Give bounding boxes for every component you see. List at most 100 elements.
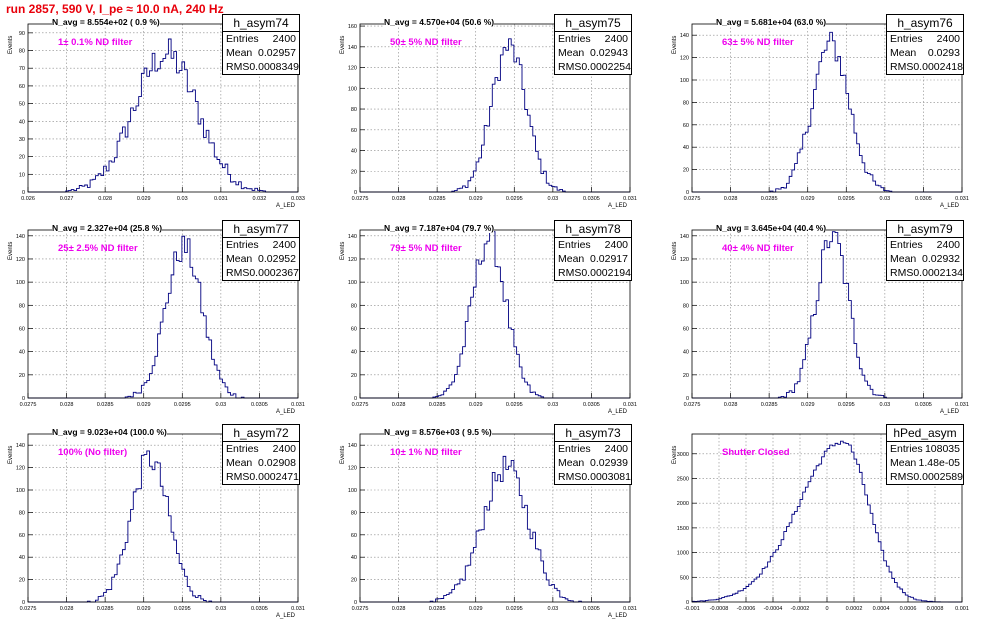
histogram-panel-h_asym75: 0.0275 0.028 0.0285 0.029 0.0295 0.03 0.0305 0.… bbox=[332, 12, 662, 219]
y-tick-label: 60 bbox=[19, 326, 25, 332]
n-avg-label: N_avg = 4.570e+04 (50.6 %) bbox=[384, 17, 495, 27]
x-tick-label: 0.029 bbox=[801, 402, 815, 408]
x-tick-label: -0.0002 bbox=[791, 606, 810, 612]
stats-row-rms: RMS 0.0003081 bbox=[555, 470, 631, 484]
stats-value: 0.02943 bbox=[590, 47, 628, 59]
y-tick-label: 40 bbox=[351, 149, 357, 155]
plot-frame bbox=[359, 229, 631, 399]
y-axis-label: Events bbox=[340, 241, 346, 260]
x-tick-label: 0.028 bbox=[392, 196, 406, 202]
x-tick-label: 0.0295 bbox=[506, 196, 523, 202]
y-tick-label: 160 bbox=[348, 24, 357, 30]
y-tick-label: 2000 bbox=[677, 501, 689, 507]
x-tick-label: 0.0305 bbox=[915, 402, 932, 408]
x-tick-label: 0.03 bbox=[215, 402, 226, 408]
histogram-panel-h_asym77: 0.0275 0.028 0.0285 0.029 0.0295 0.03 0.0305 0.… bbox=[0, 218, 330, 425]
stats-row-rms: RMS 0.0002589 bbox=[887, 470, 963, 484]
stats-label: RMS bbox=[890, 471, 914, 483]
y-tick-label: 20 bbox=[19, 155, 25, 161]
x-tick-label: 0.028 bbox=[60, 606, 74, 612]
x-tick-label: 0.031 bbox=[291, 606, 305, 612]
stats-row-mean: Mean 0.02952 bbox=[223, 252, 299, 266]
stats-row-mean: Mean 0.02908 bbox=[223, 456, 299, 470]
plot-frame bbox=[27, 229, 299, 399]
x-tick-label: 0.029 bbox=[469, 402, 483, 408]
histogram-panel-hPed_asym: -0.001 -0.0008 -0.0006 -0.0004 -0.0002 0 0.000… bbox=[664, 422, 994, 629]
x-tick-label: 0.031 bbox=[623, 606, 637, 612]
y-tick-label: 60 bbox=[19, 533, 25, 539]
x-tick-label: 0.0002 bbox=[846, 606, 863, 612]
y-tick-label: 0 bbox=[686, 396, 689, 402]
x-tick-label: 0.031 bbox=[291, 402, 305, 408]
x-tick-label: 0.0006 bbox=[900, 606, 917, 612]
stats-row-mean: Mean 0.0293 bbox=[887, 46, 963, 60]
y-tick-label: 120 bbox=[16, 257, 25, 263]
x-tick-label: 0.03 bbox=[547, 196, 558, 202]
histogram-plot: 0.0275 0.028 0.0285 0.029 0.0295 0.03 0.0305 0.… bbox=[16, 433, 305, 612]
x-tick-label: 0.033 bbox=[291, 196, 305, 202]
x-tick-label: 0.029 bbox=[137, 606, 151, 612]
x-tick-label: 0.031 bbox=[955, 402, 969, 408]
stats-label: RMS bbox=[558, 61, 582, 73]
histogram-name: h_asym79 bbox=[887, 221, 963, 238]
stats-row-entries: Entries 2400 bbox=[555, 32, 631, 46]
stats-value: 2400 bbox=[936, 239, 960, 251]
y-tick-label: 0 bbox=[354, 600, 357, 606]
x-tick-label: 0.0275 bbox=[352, 606, 369, 612]
stats-row-mean: Mean 0.02939 bbox=[555, 456, 631, 470]
stats-row-rms: RMS 0.0002471 bbox=[223, 470, 299, 484]
stats-value: 0.0002589 bbox=[913, 471, 963, 483]
y-tick-label: 70 bbox=[19, 66, 25, 72]
y-tick-label: 40 bbox=[683, 145, 689, 151]
y-tick-label: 0 bbox=[22, 396, 25, 402]
stats-label: Entries bbox=[890, 33, 923, 45]
stats-value: 0.0002134 bbox=[913, 267, 963, 279]
stats-label: Mean bbox=[890, 47, 917, 59]
filter-label: 50± 5% ND filter bbox=[390, 37, 462, 48]
y-axis-label: Events bbox=[672, 241, 678, 260]
stats-label: Mean bbox=[226, 253, 253, 265]
y-tick-label: 100 bbox=[348, 488, 357, 494]
x-tick-label: 0.031 bbox=[623, 196, 637, 202]
x-tick-label: -0.0006 bbox=[737, 606, 756, 612]
y-tick-label: 1500 bbox=[677, 526, 689, 532]
x-tick-label: 0.0305 bbox=[915, 196, 932, 202]
y-tick-label: 40 bbox=[19, 119, 25, 125]
stats-row-rms: RMS 0.0002418 bbox=[887, 60, 963, 74]
x-tick-label: 0.0295 bbox=[174, 606, 191, 612]
y-tick-label: 20 bbox=[351, 169, 357, 175]
x-tick-label: 0.0285 bbox=[429, 196, 446, 202]
filter-label: Shutter Closed bbox=[722, 447, 790, 458]
y-axis-label: Events bbox=[672, 445, 678, 464]
plot-frame bbox=[691, 23, 963, 193]
x-axis-label: A_LED bbox=[276, 203, 296, 209]
n-avg-label: N_avg = 9.023e+04 (100.0 %) bbox=[52, 427, 167, 437]
filter-label: 1± 0.1% ND filter bbox=[58, 37, 133, 48]
x-axis-label: A_LED bbox=[608, 613, 628, 619]
y-tick-label: 40 bbox=[19, 555, 25, 561]
y-tick-label: 20 bbox=[683, 168, 689, 174]
y-tick-label: 20 bbox=[683, 373, 689, 379]
x-tick-label: 0.031 bbox=[955, 196, 969, 202]
y-tick-label: 140 bbox=[680, 33, 689, 39]
histogram-name: h_asym75 bbox=[555, 15, 631, 32]
filter-label: 79± 5% ND filter bbox=[390, 243, 462, 254]
histogram-panel-h_asym73: 0.0275 0.028 0.0285 0.029 0.0295 0.03 0.0305 0.… bbox=[332, 422, 662, 629]
plot-frame bbox=[691, 433, 963, 603]
y-tick-label: 140 bbox=[16, 234, 25, 240]
y-tick-label: 80 bbox=[351, 107, 357, 113]
x-axis-label: A_LED bbox=[608, 203, 628, 209]
x-tick-label: 0.028 bbox=[392, 402, 406, 408]
x-tick-label: 0.0295 bbox=[506, 402, 523, 408]
stats-value: 2400 bbox=[272, 33, 296, 45]
stats-value: 0.0002254 bbox=[581, 61, 631, 73]
stats-value: 2400 bbox=[272, 239, 296, 251]
x-tick-label: 0 bbox=[825, 606, 828, 612]
x-tick-label: 0.03 bbox=[879, 196, 890, 202]
histogram-name: h_asym72 bbox=[223, 425, 299, 442]
x-tick-label: 0.0305 bbox=[583, 606, 600, 612]
y-tick-label: 30 bbox=[19, 137, 25, 143]
stats-row-mean: Mean 0.02932 bbox=[887, 252, 963, 266]
stats-box: h_asym78 Entries 2400 Mean 0.02917 RMS 0.00021… bbox=[554, 220, 632, 281]
x-tick-label: 0.029 bbox=[469, 606, 483, 612]
